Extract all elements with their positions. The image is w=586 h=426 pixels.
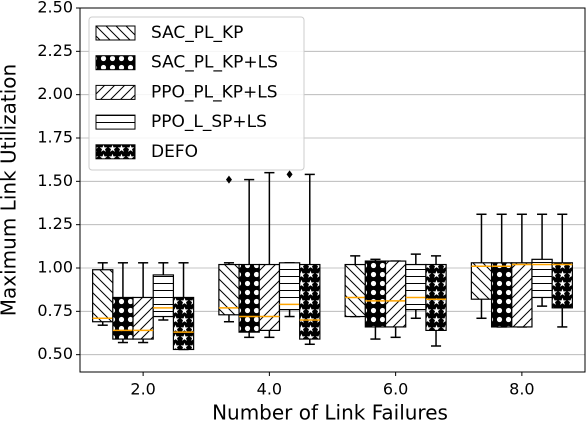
y-tick-label: 2.25 <box>37 41 73 60</box>
x-tick-label: 2.0 <box>130 380 155 399</box>
outlier <box>225 175 232 184</box>
legend: SAC_PL_KP SAC_PL_KP+LS PPO_PL_KP+LS PPO_L_S… <box>88 16 305 171</box>
box <box>258 171 281 339</box>
legend-label: DEFO <box>151 142 198 162</box>
box-body <box>172 296 195 351</box>
box <box>299 173 321 346</box>
box <box>405 253 427 320</box>
box <box>531 213 553 307</box>
box <box>112 262 134 344</box>
legend-label: PPO_L_SP+LS <box>151 112 267 132</box>
box-body <box>344 263 366 318</box>
plot-frame <box>79 7 586 373</box>
box <box>238 178 260 339</box>
box-body <box>511 262 533 328</box>
box-body <box>490 262 513 328</box>
box-body <box>299 263 321 340</box>
box <box>172 262 195 351</box>
box <box>511 213 533 328</box>
box-body <box>384 260 407 328</box>
box <box>425 255 447 347</box>
box <box>470 213 493 320</box>
box-body <box>258 263 281 331</box>
y-tick-label: 1.75 <box>37 128 73 147</box>
y-tick-label: 2.50 <box>37 0 73 17</box>
box-body <box>470 262 493 300</box>
box <box>551 213 573 328</box>
box <box>278 170 301 318</box>
box <box>344 255 366 318</box>
x-axis-label: Number of Link Failures <box>212 401 448 425</box>
y-axis-label: Maximum Link Utilization <box>0 64 21 316</box>
box <box>152 262 175 321</box>
box-body <box>238 263 260 333</box>
legend-label: PPO_PL_KP+LS <box>151 82 278 102</box>
box <box>490 213 513 328</box>
y-tick-label: 1.00 <box>37 258 73 277</box>
y-tick-label: 0.50 <box>37 344 73 363</box>
legend-swatch <box>95 84 136 100</box>
box-body <box>132 296 154 340</box>
x-tick-label: 6.0 <box>383 380 408 399</box>
y-tick-label: 0.75 <box>37 301 73 320</box>
x-tick-label: 4.0 <box>257 380 282 399</box>
y-tick-label: 2.00 <box>37 84 73 103</box>
box-body <box>92 269 114 323</box>
box-body <box>112 296 134 340</box>
box-body <box>551 262 573 309</box>
outlier <box>286 170 293 179</box>
box-body <box>278 262 301 311</box>
x-tick-label: 8.0 <box>509 380 534 399</box>
box <box>384 260 407 339</box>
legend-label: SAC_PL_KP+LS <box>151 53 278 73</box>
box-body <box>405 263 427 311</box>
box-body <box>152 274 175 318</box>
legend-label: SAC_PL_KP <box>151 23 243 43</box>
legend-frame <box>88 16 305 171</box>
box <box>132 262 154 344</box>
box <box>218 175 240 323</box>
box <box>364 258 387 340</box>
legend-swatch <box>95 114 136 130</box>
box-body <box>364 260 387 328</box>
y-tick-label: 1.50 <box>37 171 73 190</box>
box <box>92 262 114 326</box>
box-body <box>425 263 447 331</box>
y-tick-label: 1.25 <box>37 214 73 233</box>
legend-swatch <box>95 144 136 160</box>
legend-swatch <box>95 55 136 71</box>
legend-swatch <box>95 25 136 41</box>
